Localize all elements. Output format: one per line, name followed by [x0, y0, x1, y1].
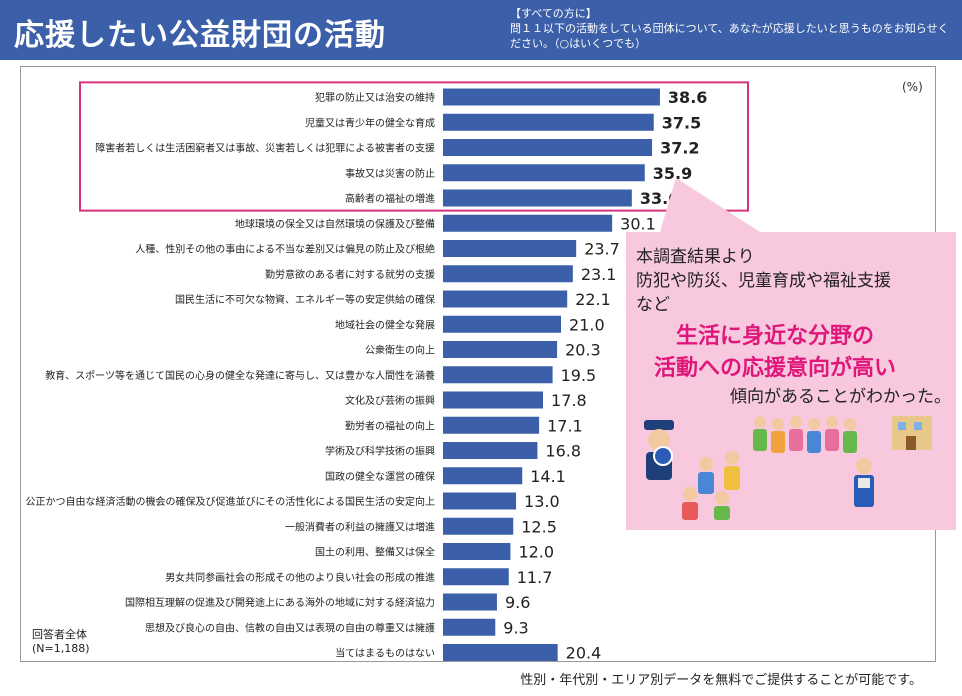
value-label: 30.1	[620, 214, 656, 233]
bar	[443, 240, 577, 257]
bar	[443, 139, 653, 156]
category-label: 男女共同参画社会の形成その他のより良い社会の形成の推進	[165, 571, 435, 584]
value-label: 37.2	[660, 139, 699, 158]
value-label: 17.1	[547, 416, 583, 435]
bar	[443, 391, 544, 409]
bar	[443, 164, 645, 182]
bar	[443, 88, 660, 106]
sample-count: (N=1,188)	[32, 642, 90, 655]
value-label: 20.3	[565, 341, 601, 360]
value-label: 16.8	[545, 442, 581, 461]
header-bar: 応援したい公益財団の活動 【すべての方に】 問１１以下の活動をしている団体につい…	[0, 0, 962, 60]
bar	[443, 568, 509, 586]
category-label: 犯罪の防止又は治安の維持	[315, 91, 435, 104]
value-label: 12.5	[521, 517, 557, 536]
bar	[443, 593, 497, 611]
value-label: 12.0	[518, 543, 554, 562]
question-text: 【すべての方に】 問１１以下の活動をしている団体について、あなたが応援したいと思…	[510, 6, 950, 51]
children-icon	[682, 451, 740, 520]
category-label: 地域社会の健全な発展	[335, 318, 435, 331]
value-label: 20.4	[566, 644, 602, 663]
bar	[443, 492, 517, 510]
family-group-icon	[753, 416, 857, 453]
bar	[443, 189, 632, 207]
value-label: 13.0	[524, 492, 560, 511]
page-title: 応援したい公益財団の活動	[14, 18, 386, 53]
category-label: 事故又は災害の防止	[345, 167, 435, 180]
bar	[443, 543, 511, 560]
category-label: 国民生活に不可欠な物資、エネルギー等の安定供給の確保	[175, 293, 435, 306]
category-label: 当てはまるものはない	[335, 647, 435, 660]
callout-line1: 本調査結果より	[636, 247, 755, 267]
callout-highlight1: 生活に身近な分野の	[676, 324, 875, 349]
community-illustration	[644, 416, 932, 520]
bar	[443, 644, 558, 661]
callout-line2: 防犯や防災、児童育成や福祉支援	[636, 271, 891, 291]
bar	[443, 113, 654, 131]
category-label: 公正かつ自由な経済活動の機会の確保及び促進並びにその活性化による国民生活の安定向…	[26, 495, 436, 508]
value-label: 38.6	[668, 88, 707, 107]
bar	[443, 517, 514, 535]
unit-label: (%)	[902, 80, 923, 94]
value-label: 35.9	[653, 164, 692, 183]
category-label: 文化及び芸術の振興	[345, 394, 435, 407]
bar	[443, 618, 496, 636]
category-label: 児童又は青少年の健全な育成	[305, 116, 435, 129]
category-label: 地球環境の保全又は自然環境の保護及び整備	[235, 217, 435, 230]
bar	[443, 214, 613, 232]
value-label: 14.1	[530, 467, 566, 486]
bar	[443, 290, 568, 308]
callout-highlight2: 活動への応援意向が高い	[654, 356, 897, 381]
category-label: 国政の健全な運営の確保	[325, 470, 435, 483]
category-label: 勤労意欲のある者に対する就労の支援	[265, 268, 435, 281]
bar	[443, 341, 558, 358]
category-label: 高齢者の福祉の増進	[345, 192, 435, 205]
value-label: 9.6	[505, 593, 530, 612]
value-label: 11.7	[517, 568, 553, 587]
crossing-guard-icon	[854, 458, 874, 507]
value-label: 23.7	[584, 240, 620, 259]
callout-box: 本調査結果より 防犯や防災、児童育成や福祉支援 など 生活に身近な分野の 活動へ…	[626, 232, 956, 530]
category-label: 公衆衛生の向上	[365, 344, 435, 357]
value-label: 21.0	[569, 315, 605, 334]
category-label: 人種、性別その他の事由による不当な差別又は偏見の防止及び根絶	[135, 243, 435, 256]
value-label: 23.1	[581, 265, 617, 284]
category-label: 思想及び良心の自由、信教の自由又は表現の自由の尊重又は擁護	[145, 621, 435, 634]
value-label: 19.5	[561, 366, 597, 385]
value-label: 22.1	[575, 290, 611, 309]
callout-line4: 傾向があることがわかった。	[730, 387, 951, 407]
callout-line3: など	[636, 295, 670, 315]
category-label: 国土の利用、整備又は保全	[315, 546, 435, 559]
category-label: 一般消費者の利益の擁護又は増進	[285, 520, 435, 533]
footnote: 性別・年代別・エリア別データを無料でご提供することが可能です。	[520, 673, 922, 688]
value-label: 37.5	[662, 113, 701, 132]
bar	[443, 416, 540, 434]
category-label: 学術及び科学技術の振興	[325, 445, 435, 458]
sample-label: 回答者全体	[32, 628, 87, 641]
category-label: 勤労者の福祉の向上	[345, 419, 435, 432]
value-label: 17.8	[551, 391, 587, 410]
callout-pointer	[660, 178, 760, 232]
category-label: 障害者若しくは生活困窮者又は事故、災害若しくは犯罪による被害者の支援	[95, 142, 435, 155]
category-label: 教育、スポーツ等を通じて国民の心身の健全な発達に寄与し、又は豊かな人間性を涵養	[45, 369, 435, 382]
category-label: 国際相互理解の促進及び開発途上にある海外の地域に対する経済協力	[125, 596, 435, 609]
bar	[443, 467, 523, 485]
care-facility-icon	[892, 416, 932, 450]
bar	[443, 315, 562, 333]
bar	[443, 442, 538, 459]
police-officer-icon	[644, 420, 674, 480]
bar	[443, 366, 553, 384]
question-line2: 問１１以下の活動をしている団体について、あなたが応援したいと思うものをお知らせく…	[510, 22, 949, 50]
highlight-box	[79, 81, 749, 212]
sample-size: 回答者全体 (N=1,188)	[32, 628, 90, 656]
value-label: 9.3	[503, 618, 528, 637]
question-line1: 【すべての方に】	[510, 7, 597, 20]
bar	[443, 265, 573, 283]
